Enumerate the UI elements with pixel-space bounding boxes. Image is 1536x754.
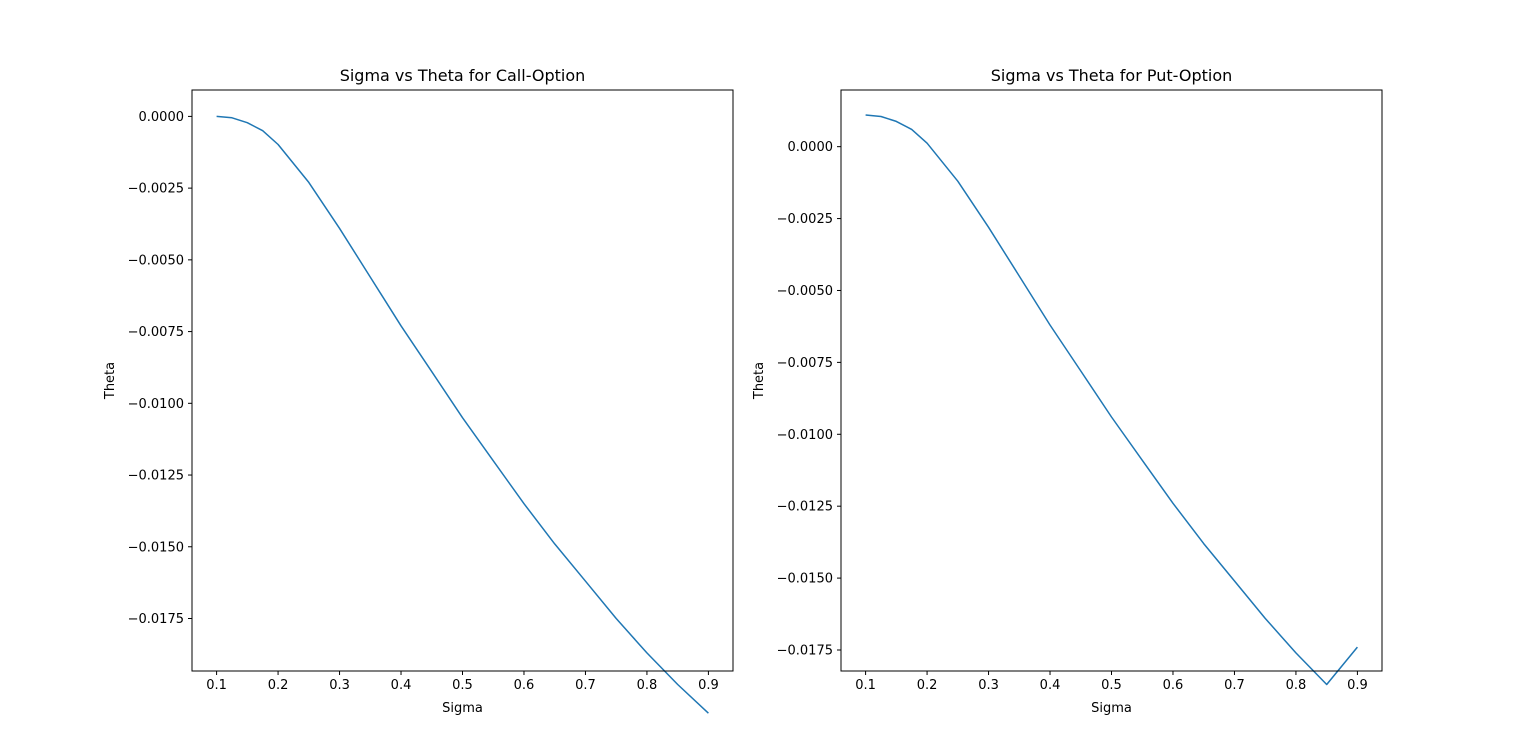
x-tick-label: 0.1 (855, 678, 876, 693)
x-tick-label: 0.2 (268, 678, 289, 693)
x-tick-label: 0.5 (452, 678, 473, 693)
x-tick-label: 0.4 (1040, 678, 1061, 693)
y-tick-label: 0.0000 (139, 110, 185, 125)
chart-call: 0.1 0.2 0.3 0.4 0.5 0.6 0.7 0.8 0.9 0.0000 −0.0025… (103, 66, 734, 716)
y-tick-label: −0.0050 (128, 253, 184, 268)
y-axis-label: Theta (752, 362, 767, 400)
x-tick-label: 0.6 (1163, 678, 1184, 693)
x-tick-label: 0.9 (698, 678, 719, 693)
chart-title: Sigma vs Theta for Put-Option (991, 66, 1233, 85)
x-axis-label: Sigma (1091, 701, 1132, 716)
y-tick-label: −0.0125 (777, 500, 833, 515)
y-tick-label: −0.0100 (128, 397, 184, 412)
x-tick-label: 0.1 (206, 678, 227, 693)
y-tick-label: −0.0075 (777, 356, 833, 371)
x-axis-label: Sigma (442, 701, 483, 716)
x-tick-label: 0.7 (575, 678, 596, 693)
y-axis-label: Theta (103, 362, 118, 400)
x-tick-label: 0.5 (1101, 678, 1122, 693)
y-tick-label: −0.0075 (128, 325, 184, 340)
y-tick-label: −0.0025 (777, 212, 833, 227)
chart-put: 0.1 0.2 0.3 0.4 0.5 0.6 0.7 0.8 0.9 0.0000 −0.0025… (752, 66, 1383, 716)
x-tick-label: 0.8 (637, 678, 658, 693)
y-tick-label: −0.0125 (128, 469, 184, 484)
y-tick-label: −0.0150 (777, 572, 833, 587)
y-tick-label: −0.0175 (128, 612, 184, 627)
x-tick-label: 0.6 (514, 678, 535, 693)
y-tick-label: −0.0025 (128, 182, 184, 197)
y-tick-label: −0.0150 (128, 540, 184, 555)
x-tick-label: 0.7 (1224, 678, 1245, 693)
x-tick-label: 0.9 (1347, 678, 1368, 693)
series-line (216, 115, 709, 714)
chart-title: Sigma vs Theta for Call-Option (340, 66, 586, 85)
y-tick-label: −0.0100 (777, 428, 833, 443)
x-tick-label: 0.8 (1286, 678, 1307, 693)
y-tick-label: −0.0050 (777, 284, 833, 299)
x-tick-label: 0.3 (329, 678, 350, 693)
axes-frame (191, 89, 734, 672)
y-tick-label: 0.0000 (788, 140, 834, 155)
series-line (865, 114, 1358, 686)
x-tick-label: 0.2 (917, 678, 938, 693)
y-tick-label: −0.0175 (777, 644, 833, 659)
axes-frame (840, 89, 1383, 672)
x-tick-label: 0.4 (391, 678, 412, 693)
x-tick-label: 0.3 (978, 678, 999, 693)
